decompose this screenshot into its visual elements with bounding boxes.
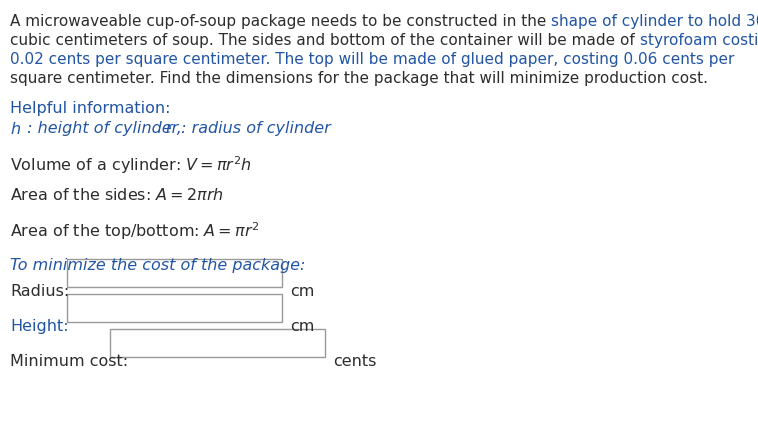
- Text: cm: cm: [290, 284, 315, 299]
- Text: Area of the sides: $A = 2\pi r h$: Area of the sides: $A = 2\pi r h$: [10, 187, 224, 203]
- Text: : height of cylinder,: : height of cylinder,: [22, 121, 182, 136]
- Text: cubic centimeters of soup. The sides and bottom of the container will be made of: cubic centimeters of soup. The sides and…: [10, 33, 640, 48]
- Bar: [67, 259, 282, 287]
- Text: Radius:: Radius:: [10, 284, 69, 299]
- Text: 0.02 cents per square centimeter. The top will be made of glued paper, costing 0: 0.02 cents per square centimeter. The to…: [10, 52, 735, 67]
- Text: To minimize the cost of the package:: To minimize the cost of the package:: [10, 258, 305, 273]
- Text: : radius of cylinder: : radius of cylinder: [176, 121, 330, 136]
- Text: Volume of a cylinder: $V = \pi r^2 h$: Volume of a cylinder: $V = \pi r^2 h$: [10, 154, 252, 176]
- Text: cm: cm: [290, 319, 315, 334]
- Text: styrofoam costing: styrofoam costing: [640, 33, 758, 48]
- Text: Height:: Height:: [10, 319, 69, 334]
- Bar: [67, 294, 282, 322]
- Text: A microwaveable cup-of-soup package needs to be constructed in the: A microwaveable cup-of-soup package need…: [10, 14, 551, 29]
- Text: square centimeter. Find the dimensions for the package that will minimize produc: square centimeter. Find the dimensions f…: [10, 71, 708, 86]
- Text: Minimum cost:: Minimum cost:: [10, 354, 128, 369]
- Text: cents: cents: [333, 354, 377, 369]
- Text: shape of cylinder to hold 300: shape of cylinder to hold 300: [551, 14, 758, 29]
- Bar: [110, 329, 325, 357]
- Text: Area of the top/bottom: $A = \pi r^2$: Area of the top/bottom: $A = \pi r^2$: [10, 220, 259, 242]
- Text: Helpful information:: Helpful information:: [10, 101, 171, 116]
- Text: $r$: $r$: [165, 121, 174, 136]
- Text: $h$: $h$: [10, 121, 21, 137]
